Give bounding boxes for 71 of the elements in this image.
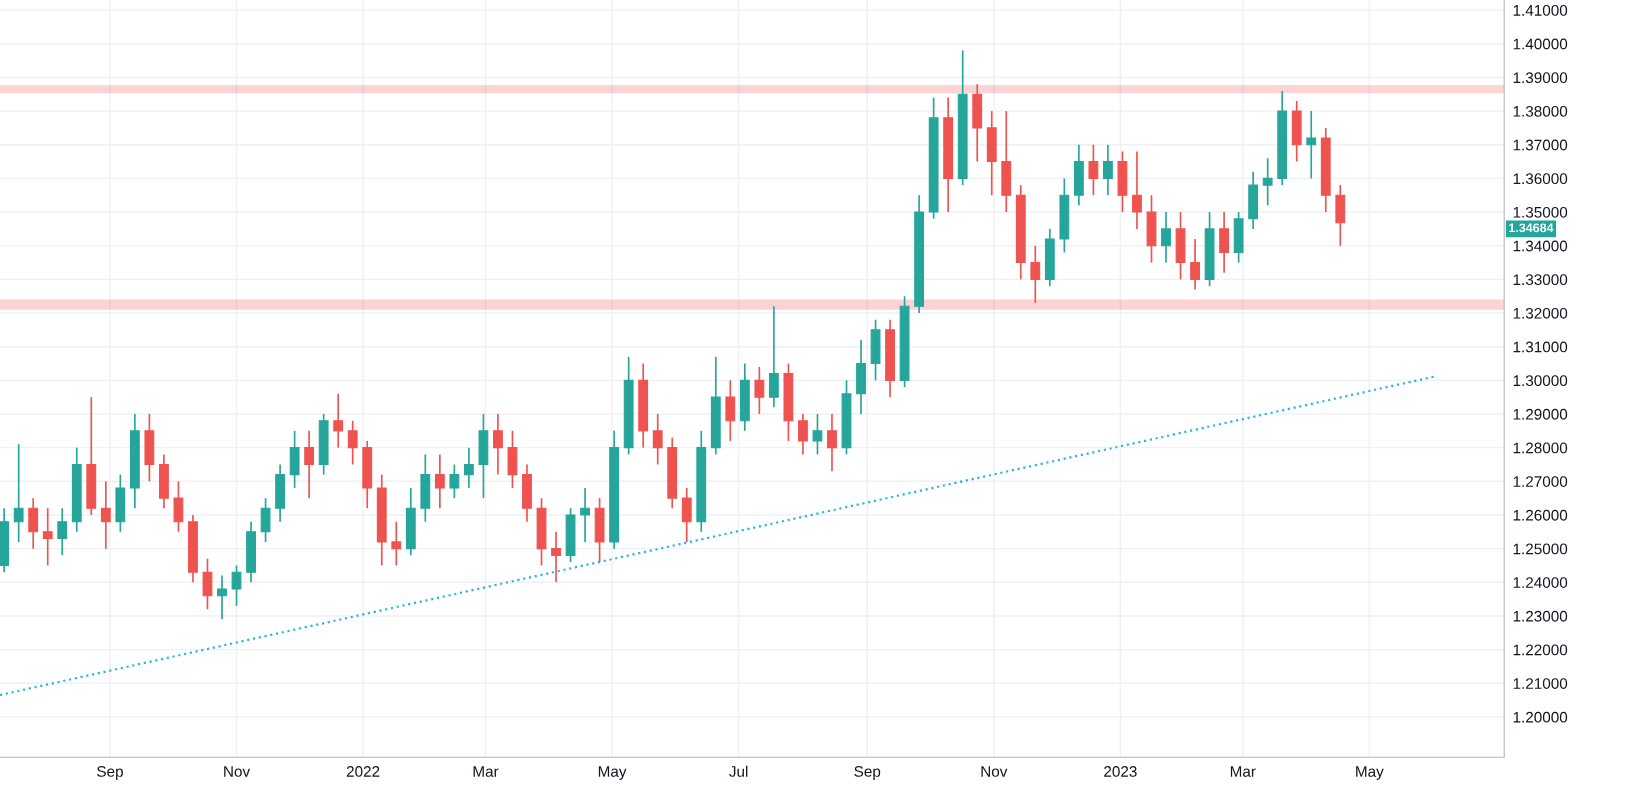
y-tick-label: 1.31000	[1513, 341, 1568, 353]
candlestick	[1030, 244, 1041, 304]
candlestick	[1161, 211, 1171, 264]
candlestick	[768, 305, 779, 409]
y-tick-label: 1.34000	[1513, 240, 1568, 252]
y-tick-label: 1.26000	[1513, 509, 1568, 521]
candlestick	[173, 480, 184, 533]
y-tick-label: 1.38000	[1513, 105, 1568, 117]
candlestick	[449, 463, 460, 499]
y-tick-label: 1.25000	[1513, 543, 1568, 555]
y-tick-label: 1.24000	[1513, 577, 1568, 588]
x-tick-label: Sep	[854, 766, 881, 780]
x-tick-label: Sep	[97, 766, 123, 780]
candlestick	[798, 413, 808, 456]
candlestick	[42, 507, 53, 567]
candlestick	[231, 564, 242, 607]
x-tick-label: May	[1356, 766, 1384, 780]
candlestick	[1306, 110, 1317, 180]
y-tick-label: 1.20000	[1513, 711, 1568, 723]
y-tick-label: 1.36000	[1513, 173, 1568, 185]
x-tick-label: Nov	[981, 766, 1008, 777]
candlestick	[100, 480, 111, 550]
candlestick	[551, 530, 561, 584]
candlestick	[217, 574, 227, 621]
candlestick	[391, 520, 402, 567]
x-tick-label: 2022	[346, 766, 380, 777]
y-tick-label: 1.32000	[1513, 307, 1568, 319]
candlestick	[580, 487, 590, 543]
candlestick	[434, 453, 445, 510]
candlestick	[1088, 143, 1099, 197]
y-tick-label: 1.41000	[1513, 4, 1568, 16]
candlestick	[28, 497, 39, 550]
candlestick	[1103, 143, 1113, 197]
y-tick-label: 1.27000	[1513, 476, 1568, 487]
candlestick	[1190, 238, 1200, 291]
candlestick	[260, 497, 271, 543]
candlestick	[827, 413, 837, 473]
y-tick-label: 1.37000	[1513, 139, 1568, 151]
y-tick-label: 1.40000	[1513, 38, 1568, 50]
candlestick	[304, 429, 315, 499]
x-tick-label: Jul	[729, 765, 748, 777]
candlestick	[1219, 211, 1230, 274]
text: 1.34684	[1509, 223, 1554, 233]
x-tick-label: Mar	[1230, 766, 1256, 777]
candlestick	[333, 392, 344, 449]
candlestick	[493, 413, 503, 476]
x-tick-label: Mar	[473, 766, 499, 777]
x-tick-label: May	[598, 766, 627, 780]
x-tick-label: Nov	[224, 766, 251, 777]
candlestick	[812, 413, 823, 456]
candlestick	[725, 379, 736, 442]
candlestick	[202, 557, 213, 611]
y-tick-label: 1.33000	[1513, 274, 1568, 286]
candlestick	[681, 487, 692, 543]
y-tick-label: 1.29000	[1513, 408, 1568, 420]
y-tick-label: 1.22000	[1513, 644, 1568, 656]
candlestick	[463, 446, 474, 489]
y-tick-label: 1.30000	[1513, 375, 1568, 387]
candlestick	[652, 413, 663, 466]
candlestick	[1132, 150, 1142, 230]
candlestick	[347, 419, 358, 466]
candlestick	[1262, 157, 1273, 207]
candlestick	[57, 507, 68, 557]
y-tick-label: 1.23000	[1513, 610, 1568, 622]
y-tick-label: 1.39000	[1513, 72, 1568, 84]
candlestick	[754, 366, 765, 415]
y-tick-label: 1.28000	[1513, 442, 1568, 454]
y-tick-label: 1.35000	[1513, 206, 1568, 218]
x-tick-label: 2023	[1104, 766, 1137, 777]
candlestick	[13, 443, 24, 543]
y-tick-label: 1.21000	[1513, 678, 1568, 689]
